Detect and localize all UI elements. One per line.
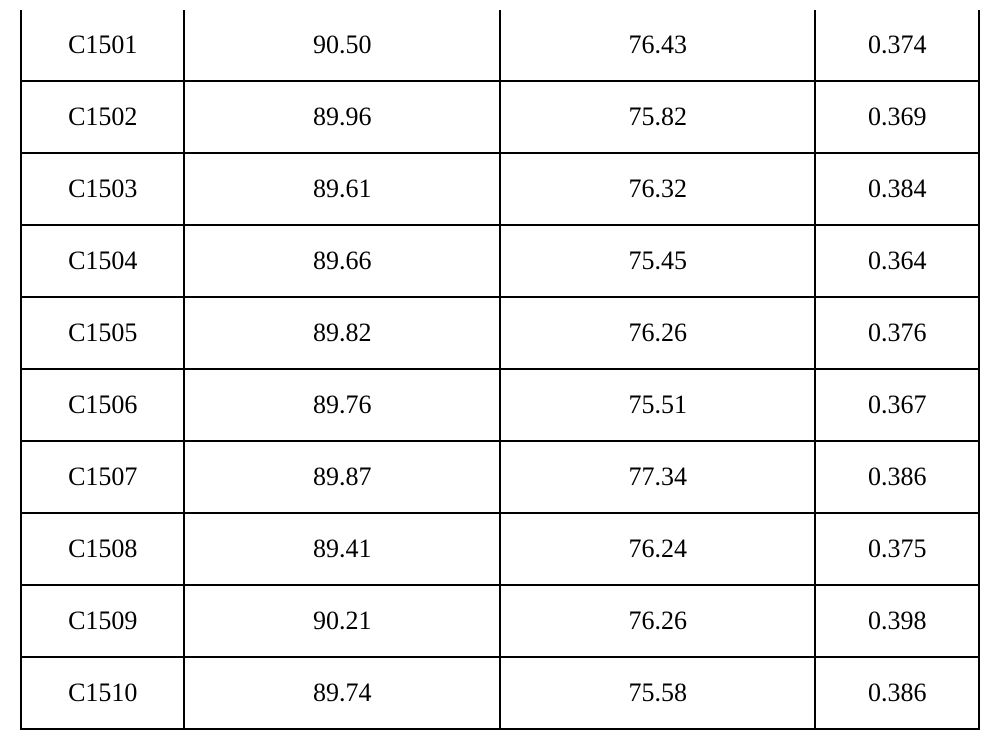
cell-value-c: 0.384 [815,153,979,225]
cell-id: C1506 [21,369,184,441]
cell-id: C1508 [21,513,184,585]
cell-id: C1501 [21,10,184,81]
table-row: C1507 89.87 77.34 0.386 [21,441,979,513]
cell-value-a: 90.50 [184,10,500,81]
table-row: C1502 89.96 75.82 0.369 [21,81,979,153]
cell-id: C1504 [21,225,184,297]
cell-id: C1503 [21,153,184,225]
table-container: C1501 90.50 76.43 0.374 C1502 89.96 75.8… [0,0,1000,750]
table-row: C1508 89.41 76.24 0.375 [21,513,979,585]
cell-value-b: 76.43 [500,10,816,81]
table-row: C1510 89.74 75.58 0.386 [21,657,979,729]
cell-value-c: 0.375 [815,513,979,585]
table-row: C1503 89.61 76.32 0.384 [21,153,979,225]
table-row: C1504 89.66 75.45 0.364 [21,225,979,297]
table-row: C1505 89.82 76.26 0.376 [21,297,979,369]
cell-value-b: 75.51 [500,369,816,441]
cell-value-c: 0.367 [815,369,979,441]
cell-id: C1510 [21,657,184,729]
cell-value-c: 0.374 [815,10,979,81]
cell-value-a: 89.41 [184,513,500,585]
cell-value-a: 89.87 [184,441,500,513]
cell-value-a: 89.66 [184,225,500,297]
table-row: C1509 90.21 76.26 0.398 [21,585,979,657]
cell-value-c: 0.369 [815,81,979,153]
cell-value-c: 0.386 [815,441,979,513]
cell-value-b: 76.24 [500,513,816,585]
table-row: C1506 89.76 75.51 0.367 [21,369,979,441]
cell-id: C1509 [21,585,184,657]
cell-value-b: 77.34 [500,441,816,513]
cell-value-b: 75.45 [500,225,816,297]
cell-id: C1502 [21,81,184,153]
cell-value-b: 76.32 [500,153,816,225]
cell-value-c: 0.364 [815,225,979,297]
cell-id: C1507 [21,441,184,513]
cell-value-c: 0.386 [815,657,979,729]
cell-value-a: 89.82 [184,297,500,369]
table-row: C1501 90.50 76.43 0.374 [21,10,979,81]
cell-value-a: 89.76 [184,369,500,441]
cell-value-a: 89.61 [184,153,500,225]
cell-value-b: 76.26 [500,585,816,657]
cell-value-a: 89.74 [184,657,500,729]
cell-value-c: 0.376 [815,297,979,369]
cell-id: C1505 [21,297,184,369]
data-table: C1501 90.50 76.43 0.374 C1502 89.96 75.8… [20,10,980,730]
cell-value-a: 90.21 [184,585,500,657]
cell-value-c: 0.398 [815,585,979,657]
cell-value-b: 76.26 [500,297,816,369]
cell-value-b: 75.58 [500,657,816,729]
cell-value-b: 75.82 [500,81,816,153]
cell-value-a: 89.96 [184,81,500,153]
